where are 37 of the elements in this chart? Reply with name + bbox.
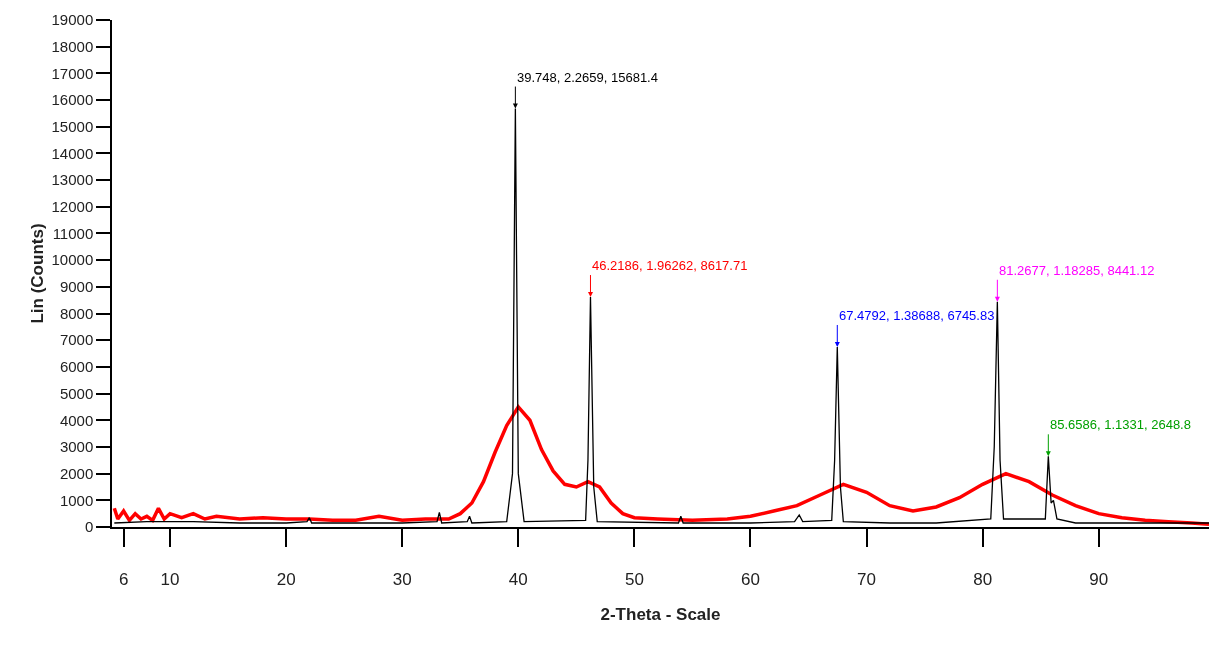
- x-tick-label: 80: [973, 570, 993, 590]
- y-tick-label: 11000: [52, 224, 94, 242]
- x-tick-label: 20: [276, 570, 296, 590]
- x-tick-label: 60: [741, 570, 760, 590]
- y-tick-label: 7000: [59, 331, 94, 349]
- annotation: 67.4792, 1.38688, 6745.83: [839, 308, 995, 323]
- y-tick-label: 10000: [51, 251, 94, 269]
- y-tick-label: 13000: [51, 171, 94, 189]
- y-tick-label: 15000: [51, 117, 94, 135]
- y-tick-label: 8000: [59, 304, 94, 322]
- x-axis-title: 2-Theta - Scale: [600, 605, 721, 625]
- y-tick-label: 14000: [51, 144, 94, 162]
- annotation: 39.748, 2.2659, 15681.4: [517, 70, 658, 85]
- y-tick-label: 4000: [59, 411, 94, 429]
- y-tick-label: 1000: [59, 491, 94, 509]
- y-tick-label: 19000: [51, 11, 94, 29]
- x-tick-label: 70: [857, 570, 877, 590]
- y-tick-label: 17000: [51, 64, 94, 82]
- y-tick-label: 3000: [59, 438, 94, 456]
- annotation: 46.2186, 1.96262, 8617.71: [592, 258, 748, 273]
- y-tick-label: 9000: [59, 278, 94, 296]
- y-tick-label: 0: [84, 518, 94, 536]
- x-tick-label: 40: [508, 570, 528, 590]
- y-tick-label: 18000: [51, 37, 94, 55]
- y-tick-label: 16000: [51, 91, 94, 109]
- y-tick-label: 6000: [59, 358, 94, 376]
- x-tick-label: 10: [160, 570, 180, 590]
- annotation: 81.2677, 1.18285, 8441.12: [999, 263, 1155, 278]
- y-tick-label: 12000: [51, 198, 94, 216]
- y-axis-title: Lin (Counts): [27, 223, 47, 324]
- annotation: 85.6586, 1.1331, 2648.8: [1050, 417, 1191, 432]
- x-tick-label: 30: [392, 570, 412, 590]
- y-tick-label: 2000: [59, 464, 94, 482]
- x-tick-label: 6: [118, 570, 129, 590]
- y-tick-label: 5000: [59, 384, 94, 402]
- x-tick-label: 50: [624, 570, 644, 590]
- x-tick-label: 90: [1089, 570, 1109, 590]
